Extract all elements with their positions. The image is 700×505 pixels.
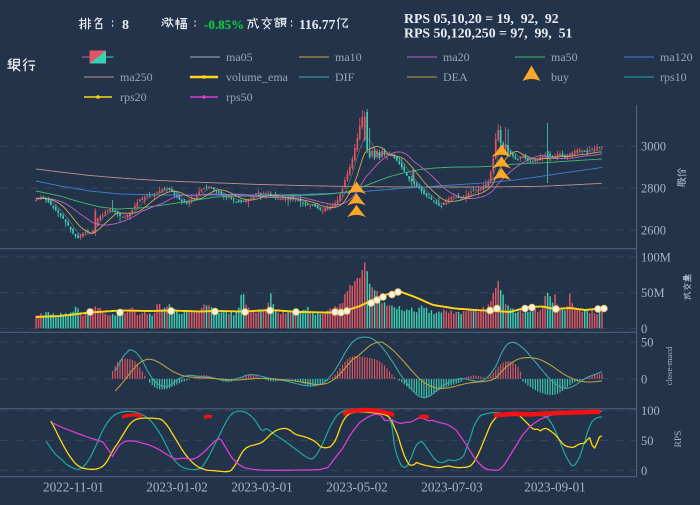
svg-text:rps20: rps20 <box>120 90 147 104</box>
svg-text:2023-07-03: 2023-07-03 <box>421 480 483 495</box>
svg-text:2023-09-01: 2023-09-01 <box>524 480 586 495</box>
svg-text:50M: 50M <box>641 286 665 300</box>
svg-text:0: 0 <box>641 372 647 386</box>
svg-text:ma50: ma50 <box>551 50 578 64</box>
svg-text:116.77: 116.77 <box>299 17 336 32</box>
svg-text:RPS 05,10,20 = 19, 92, 92: RPS 05,10,20 = 19, 92, 92 <box>404 11 559 26</box>
svg-text:RPS: RPS <box>674 431 684 448</box>
svg-text:50: 50 <box>641 336 654 350</box>
svg-text:rps50: rps50 <box>226 90 253 104</box>
svg-text:0: 0 <box>641 464 647 478</box>
svg-text:rps10: rps10 <box>660 70 687 84</box>
svg-text:100: 100 <box>641 404 660 418</box>
svg-text:2800: 2800 <box>641 182 666 196</box>
svg-text:DEA: DEA <box>443 70 468 84</box>
svg-text:ma250: ma250 <box>120 70 153 84</box>
svg-text:-0.85%: -0.85% <box>204 17 244 32</box>
svg-text:ma20: ma20 <box>443 50 470 64</box>
svg-text:100M: 100M <box>641 251 671 265</box>
svg-text:2600: 2600 <box>641 224 666 238</box>
svg-text:ma10: ma10 <box>335 50 362 64</box>
svg-text:50: 50 <box>641 434 654 448</box>
svg-text:RPS 50,120,250 = 97, 99, 51: RPS 50,120,250 = 97, 99, 51 <box>404 26 573 41</box>
svg-text:0: 0 <box>641 322 647 336</box>
svg-text:close-macd: close-macd <box>664 346 674 385</box>
svg-text:2022-11-01: 2022-11-01 <box>43 480 104 495</box>
svg-text:3000: 3000 <box>641 140 666 154</box>
svg-text:2023-05-02: 2023-05-02 <box>326 480 388 495</box>
svg-text:volume_ema: volume_ema <box>226 70 289 84</box>
svg-text:2023-01-02: 2023-01-02 <box>146 480 208 495</box>
svg-text:2023-03-01: 2023-03-01 <box>231 480 293 495</box>
svg-text:DIF: DIF <box>335 70 355 84</box>
svg-text:ma05: ma05 <box>226 50 253 64</box>
svg-text:ma120: ma120 <box>660 50 693 64</box>
svg-text:buy: buy <box>551 70 569 84</box>
svg-text:8: 8 <box>122 18 129 33</box>
